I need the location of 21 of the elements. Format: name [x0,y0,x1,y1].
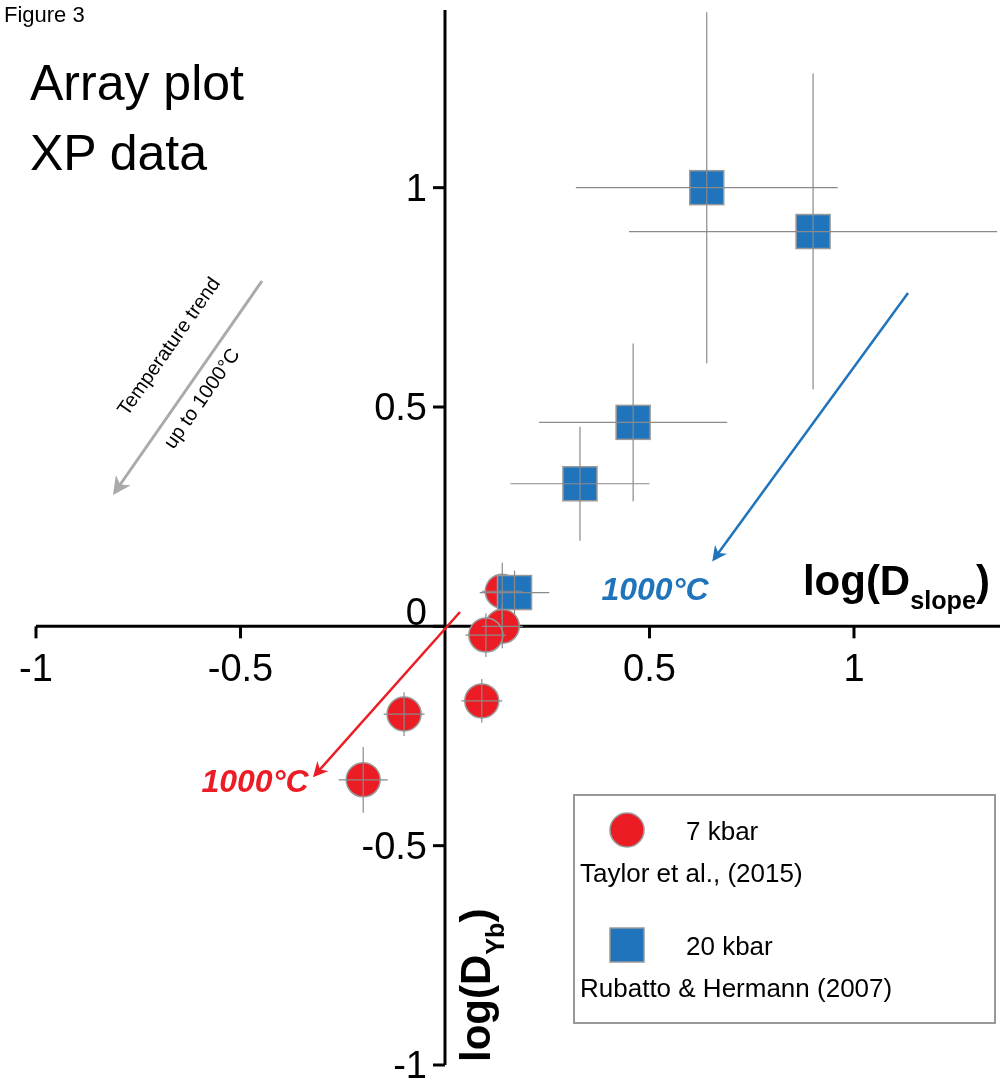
annotation: Figure 3 [4,2,85,27]
point [689,169,725,206]
x-tick-label: 1 [843,647,865,690]
point [795,213,831,250]
text: XP data [30,125,208,181]
annotation: 1000°C [601,571,710,607]
x-tick-label: -0.5 [207,647,274,690]
x-tick-label: -1 [19,647,53,690]
y-tick-label: 1 [405,166,427,209]
y-tick-label: 0.5 [374,386,427,429]
point [615,404,651,441]
x-tick-label: 0.5 [623,647,676,690]
y-tick-label: 0 [405,590,427,633]
legend-label: 20 kbar Rubatto & Hermann (2007) [580,931,893,1003]
annotation: 1000°C [201,763,310,799]
legend-label: 7 kbar Taylor et al., (2015) [580,816,803,888]
text: Array plot [30,55,245,111]
y-tick-label: -0.5 [361,824,427,867]
point [562,466,598,502]
y-tick-label: -1 [393,1044,427,1082]
x-axis-title: log(D$_{slope}$) [802,557,990,614]
